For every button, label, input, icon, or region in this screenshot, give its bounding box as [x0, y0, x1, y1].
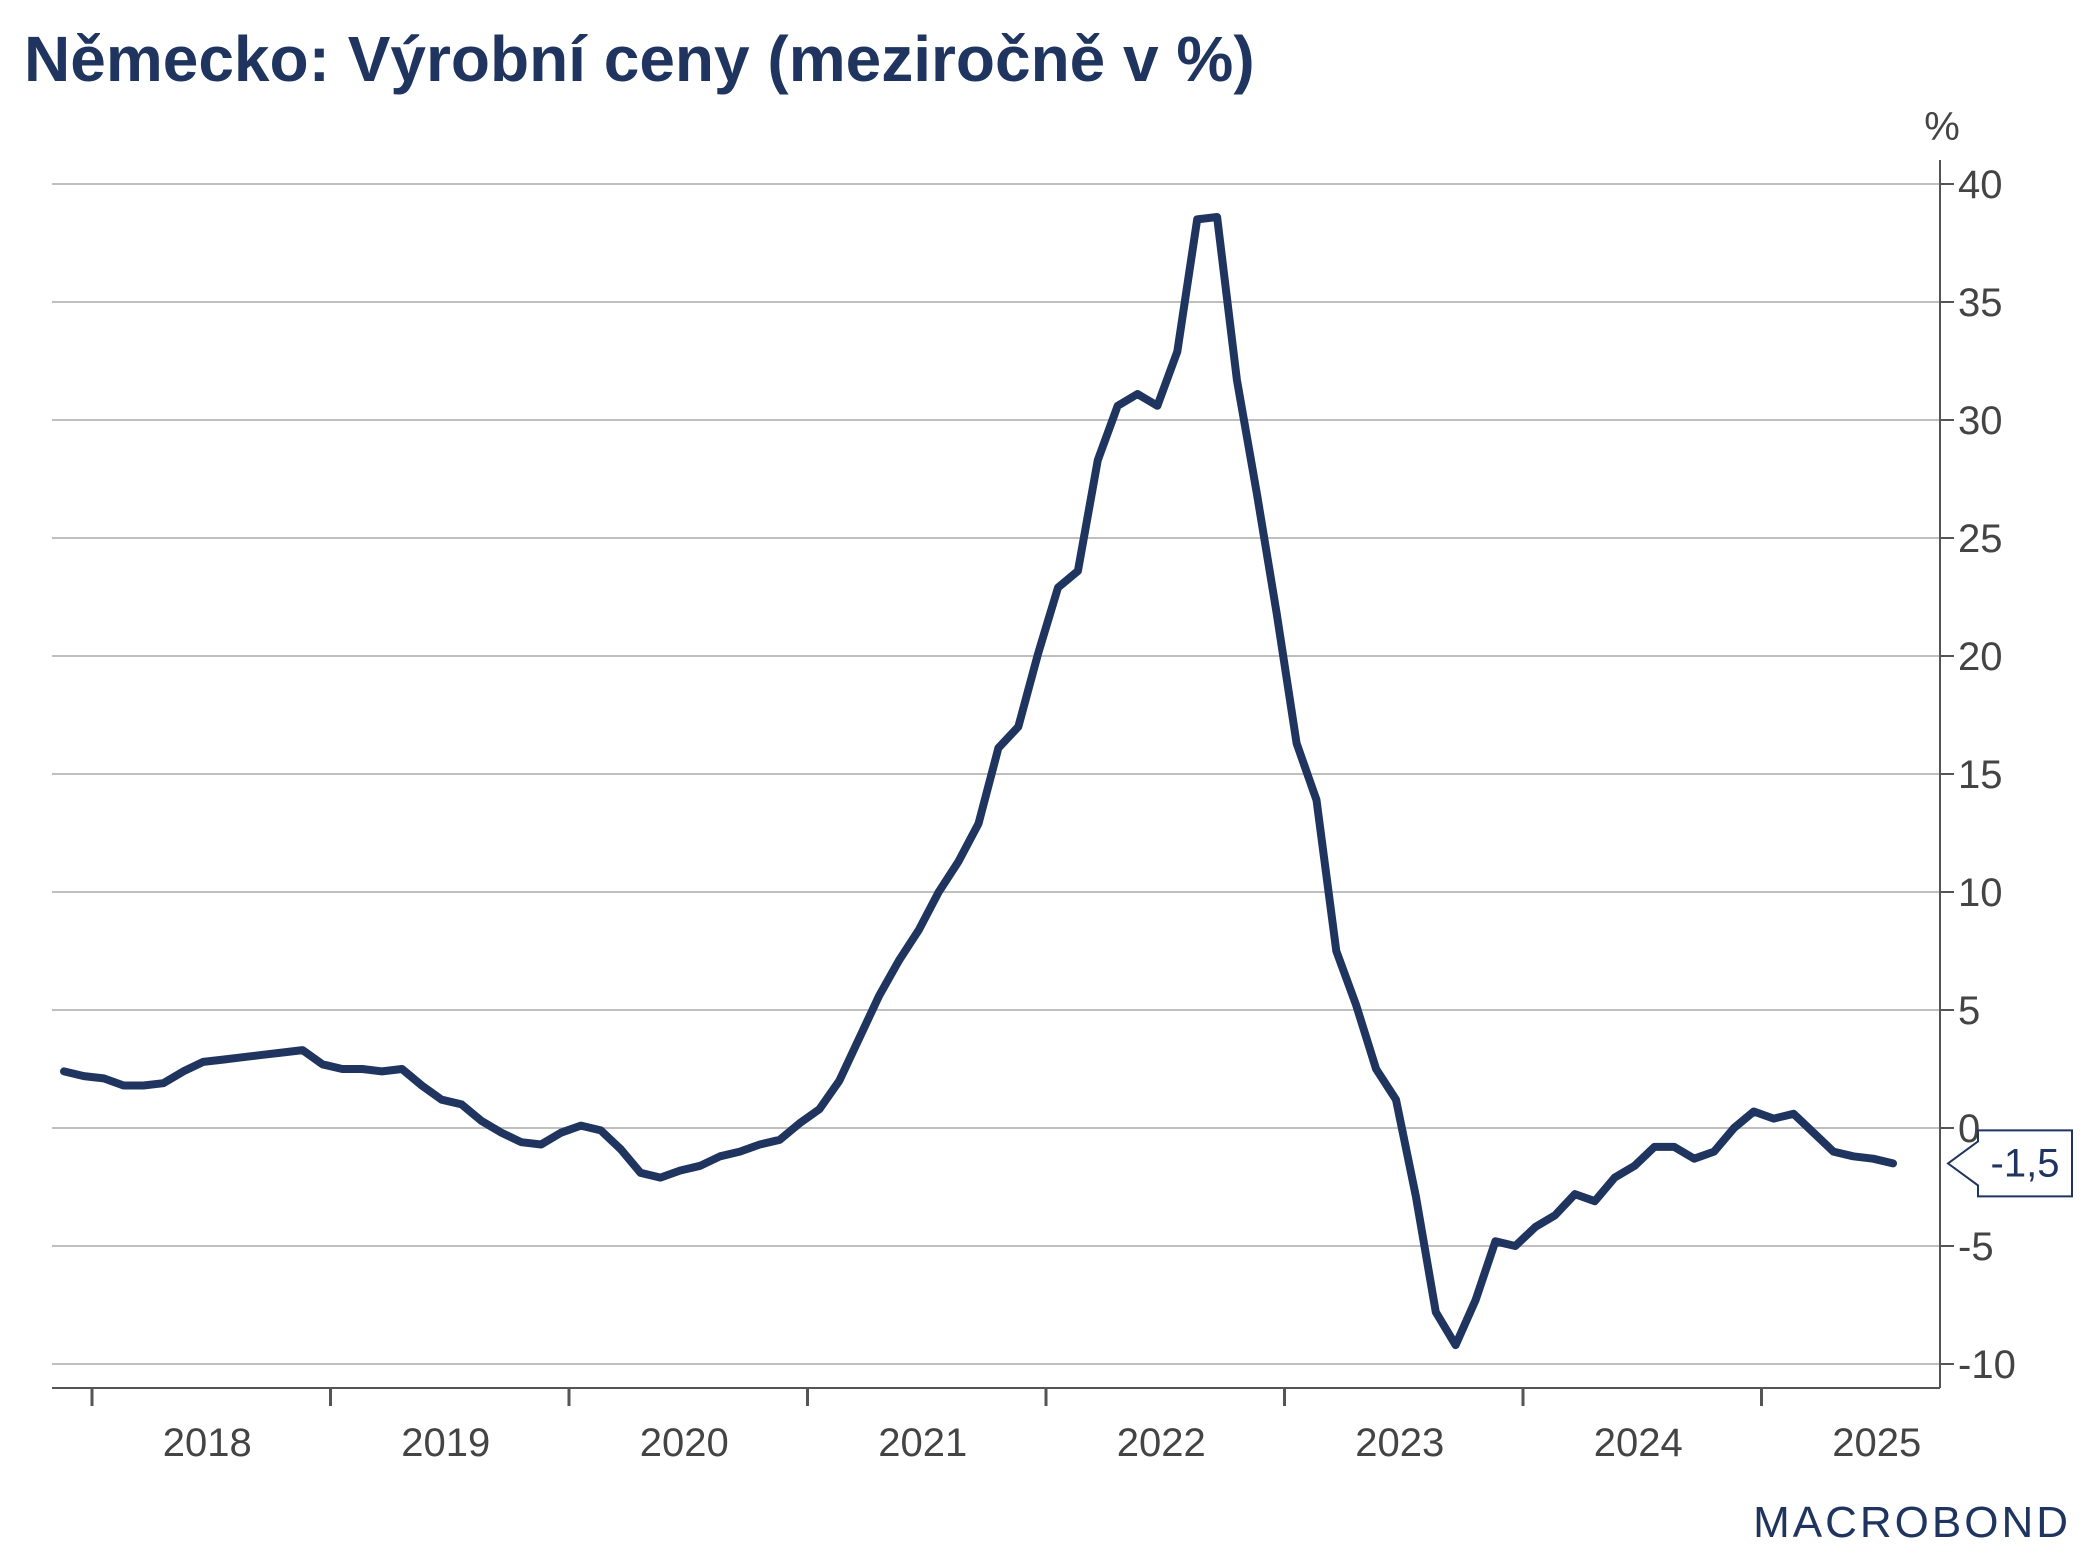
- y-axis-unit: %: [1924, 105, 1960, 149]
- y-tick-label: 30: [1958, 399, 2003, 443]
- y-tick-label: 20: [1958, 635, 2003, 679]
- x-tick-label: 2020: [640, 1421, 729, 1465]
- x-tick-label: 2025: [1832, 1421, 1921, 1465]
- series-line: [60, 213, 1897, 1350]
- gridlines: [52, 183, 1940, 1365]
- x-tick-label: 2024: [1594, 1421, 1683, 1465]
- y-axis-ticks: 40 35 30 25 20 15 10 5 0 -5 -10%: [1924, 105, 2016, 1387]
- chart-title: Německo: Výrobní ceny (meziročně v %): [24, 23, 1255, 95]
- last-value-box: [1946, 1129, 2073, 1198]
- x-axis-ticks: 2018 2019 2020 2021 2022 2023 2024 2025: [90, 1388, 1921, 1465]
- y-tick-label: 15: [1958, 753, 2003, 797]
- y-tick-label: 40: [1958, 163, 2003, 207]
- x-tick-label: 2018: [163, 1421, 252, 1465]
- y-tick-label: 5: [1958, 989, 1980, 1033]
- y-tick-label: 0: [1958, 1107, 1980, 1151]
- x-tick-label: 2023: [1355, 1421, 1444, 1465]
- x-tick-label: 2022: [1117, 1421, 1206, 1465]
- x-tick-label: 2021: [878, 1421, 967, 1465]
- macrobond-logo: MACROBOND: [1753, 1498, 2071, 1547]
- last-value-label: -1,5: [1946, 1129, 2073, 1198]
- last-value-text: -1,5: [1991, 1141, 2060, 1185]
- y-tick-label: 25: [1958, 517, 2003, 561]
- y-tick-label: 10: [1958, 871, 2003, 915]
- y-tick-label: 35: [1958, 281, 2003, 325]
- y-tick-label: -5: [1958, 1225, 1994, 1269]
- x-tick-label: 2019: [401, 1421, 490, 1465]
- y-tick-label: -10: [1958, 1343, 2016, 1387]
